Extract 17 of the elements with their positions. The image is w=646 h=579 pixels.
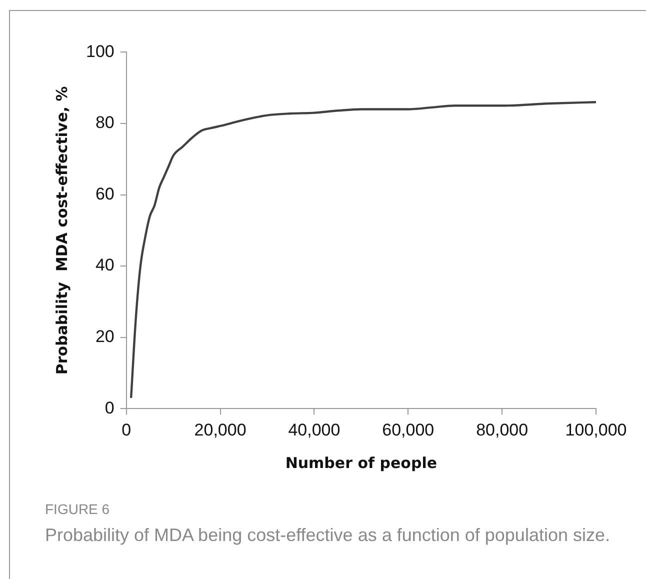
x-tick-label: 80,000: [476, 420, 528, 440]
y-tick-label: 60: [95, 184, 114, 204]
x-axis-title: Number of people: [285, 454, 438, 472]
y-tick-label: 40: [95, 256, 114, 275]
x-tick-label: 40,000: [288, 420, 340, 440]
y-tick-label: 20: [95, 327, 114, 346]
line-series: [130, 100, 596, 400]
text: Probability of MDA being cost-effective as a function of population size.: [45, 524, 611, 547]
y-tick-label: 80: [95, 113, 114, 132]
x-tick-label: 0: [122, 420, 132, 440]
x-tick-label: 100,000: [565, 420, 627, 440]
x-tick-label: 60,000: [382, 420, 434, 440]
caption: FIGURE 6: [45, 501, 110, 517]
y-tick-label: 0: [104, 398, 114, 418]
y-tick-label: 100: [86, 42, 114, 61]
y-axis-title: Probability MDA cost-effective, %: [52, 86, 71, 375]
x-tick-label: 20,000: [194, 420, 246, 440]
